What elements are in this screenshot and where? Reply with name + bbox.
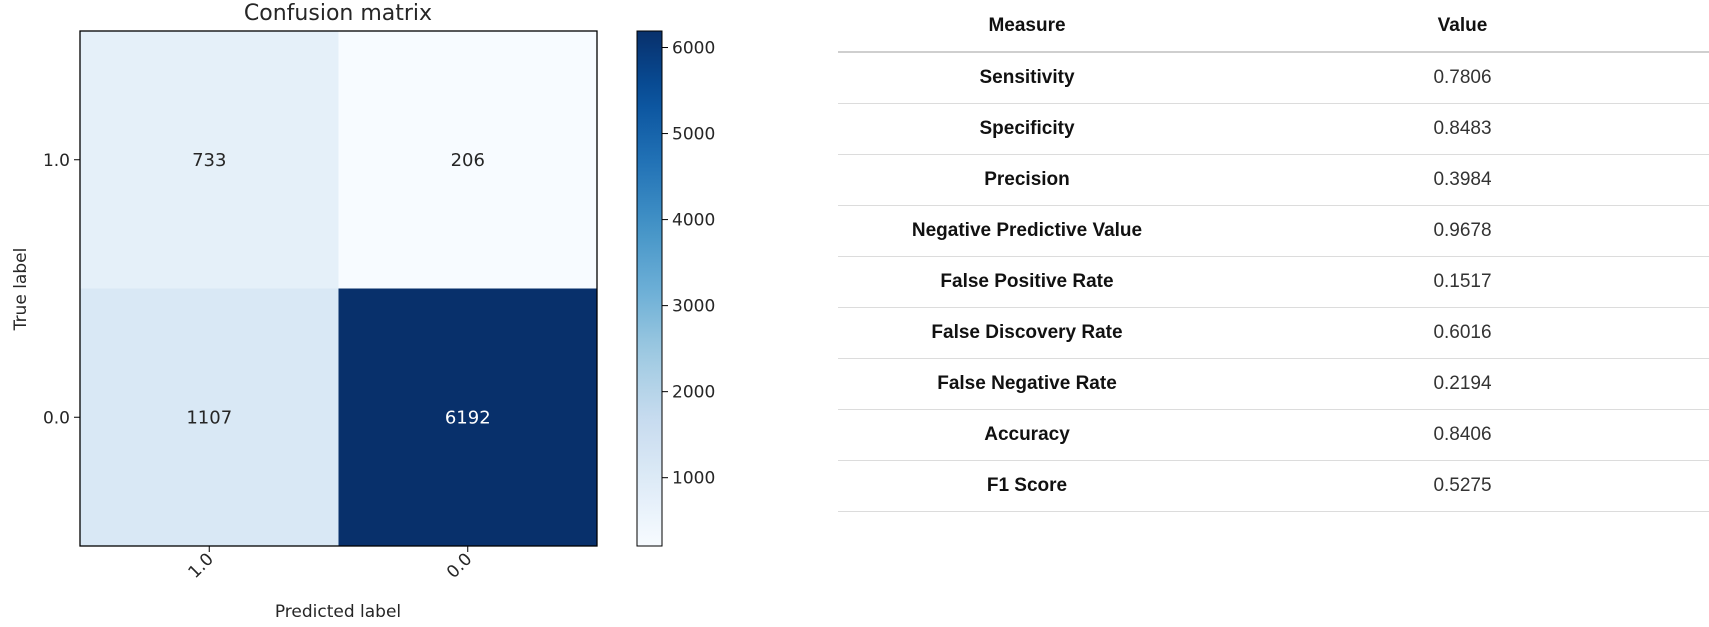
measure-name: Sensitivity [838,52,1216,104]
colorbar-tick-label: 1000 [672,469,715,489]
confusion-matrix-chart: Confusion matrix 733 206 1107 6192 1.0 0.0 1… [0,0,740,627]
measure-name: Negative Predictive Value [838,205,1216,257]
y-tick-label: 1.0 [43,151,70,171]
table-row: False Negative Rate 0.2194 [838,358,1709,410]
table-row: Sensitivity 0.7806 [838,52,1709,104]
measure-name: False Positive Rate [838,256,1216,308]
table-row: F1 Score 0.5275 [838,460,1709,512]
confusion-matrix-svg: Confusion matrix 733 206 1107 6192 1.0 0.0 1… [11,1,715,622]
value-column-header: Value [1216,0,1709,53]
chart-title: Confusion matrix [244,1,432,26]
measure-name: Accuracy [838,409,1216,461]
colorbar-tick-label: 4000 [672,211,715,231]
metrics-header-row: Measure Value [838,0,1709,53]
table-row: Specificity 0.8483 [838,103,1709,155]
table-row: Negative Predictive Value 0.9678 [838,205,1709,257]
matrix-cell [338,31,598,289]
measure-value: 0.3984 [1216,154,1709,206]
measure-value: 0.2194 [1216,358,1709,410]
colorbar-tick-label: 5000 [672,125,715,145]
plot-frame [79,30,598,547]
colorbar-tick-label: 3000 [672,297,715,317]
measure-value: 0.6016 [1216,307,1709,359]
metrics-table-panel: Measure Value Sensitivity 0.7806 Specifici… [838,0,1709,512]
cell-value-label: 206 [451,150,485,171]
table-row: Precision 0.3984 [838,154,1709,206]
y-axis-label: True label [11,248,31,332]
colorbar-tick-label: 2000 [672,383,715,403]
measure-value: 0.9678 [1216,205,1709,257]
measure-name: False Negative Rate [838,358,1216,410]
table-row: False Discovery Rate 0.6016 [838,307,1709,359]
table-row: False Positive Rate 0.1517 [838,256,1709,308]
measure-value: 0.8483 [1216,103,1709,155]
x-axis-label: Predicted label [275,602,401,622]
matrix-cell [338,288,598,547]
metrics-table: Measure Value Sensitivity 0.7806 Specifici… [838,0,1709,512]
measure-name: Precision [838,154,1216,206]
measure-name: Specificity [838,103,1216,155]
colorbar [636,30,663,547]
measure-value: 0.7806 [1216,52,1709,104]
measure-name: F1 Score [838,460,1216,512]
measure-value: 0.8406 [1216,409,1709,461]
cell-value-label: 6192 [445,407,491,428]
cell-value-label: 733 [192,150,226,171]
colorbar-tick-label: 6000 [672,39,715,59]
measure-name: False Discovery Rate [838,307,1216,359]
table-row: Accuracy 0.8406 [838,409,1709,461]
measure-column-header: Measure [838,0,1216,53]
matrix-cell [80,31,339,289]
measure-value: 0.5275 [1216,460,1709,512]
cell-value-label: 1107 [186,407,232,428]
y-tick-label: 0.0 [43,408,70,428]
matrix-cell [80,288,339,547]
x-tick-label: 1.0 [185,549,218,582]
x-tick-label: 0.0 [443,549,476,582]
measure-value: 0.1517 [1216,256,1709,308]
